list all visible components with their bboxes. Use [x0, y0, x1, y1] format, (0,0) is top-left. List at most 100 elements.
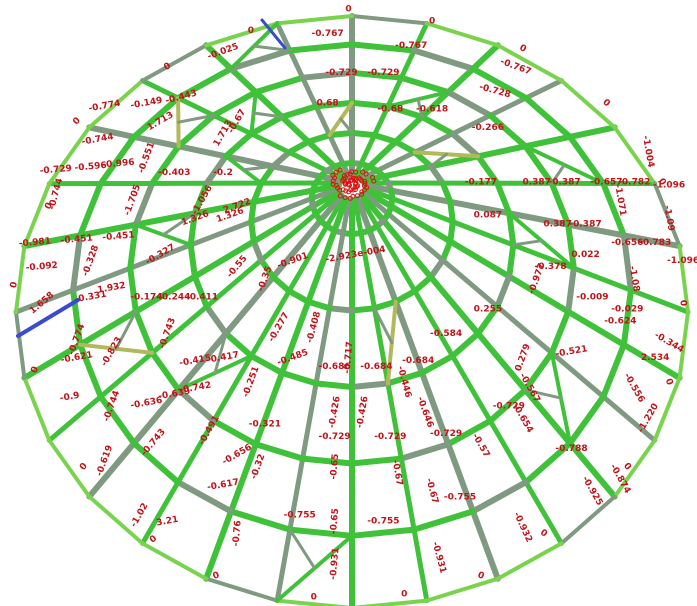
ring-member	[204, 576, 280, 603]
ring-member	[419, 353, 456, 376]
ring-member	[252, 441, 306, 462]
ring-member	[567, 133, 607, 187]
ring-member	[392, 138, 418, 156]
ring-member	[87, 78, 145, 130]
ring-member	[70, 287, 84, 348]
radial-member	[352, 197, 430, 604]
member-force-label: -0.321	[249, 420, 281, 430]
ring-member	[286, 526, 355, 539]
ring-member	[175, 65, 234, 101]
ring-member	[350, 14, 429, 26]
member-force-label: 0	[148, 534, 159, 546]
ring-member	[340, 160, 355, 167]
brace-member	[242, 164, 275, 172]
member-force-label: -0.729	[367, 68, 399, 78]
hub-node-cluster-icon	[330, 167, 377, 201]
ring-member	[313, 380, 355, 390]
radial-member	[361, 190, 658, 443]
member-force-label: -0.686	[318, 362, 350, 372]
hub-node	[371, 178, 377, 184]
ring-member	[175, 479, 234, 515]
member-force-label: -1.096	[667, 256, 697, 266]
ring-member	[210, 417, 259, 448]
ring-member	[132, 180, 156, 228]
hub-node	[348, 187, 354, 193]
ring-member	[313, 99, 355, 110]
ring-member	[210, 89, 259, 119]
ring-member	[97, 393, 137, 447]
radial-member	[362, 187, 683, 381]
member-force-label: -0.68	[377, 105, 403, 115]
member-force-label: -0.788	[555, 444, 587, 454]
member-force-label: 0	[311, 592, 317, 602]
ring-member	[349, 526, 418, 539]
member-force-label: -0.729	[39, 164, 72, 177]
ring-member	[494, 273, 513, 310]
hub-node	[363, 171, 369, 177]
ring-member	[495, 541, 564, 581]
hub-node	[361, 183, 367, 189]
member-force-label: 0	[677, 299, 688, 306]
ring-member	[326, 129, 355, 139]
member-force-label: 0	[656, 177, 668, 187]
ring-member	[506, 210, 517, 248]
hub-node	[352, 184, 358, 190]
hub-node	[350, 193, 356, 199]
ring-member	[140, 43, 209, 83]
ring-member	[522, 349, 555, 393]
member-force-label: 0	[30, 365, 42, 374]
ring-member	[132, 308, 156, 356]
ring-member	[445, 417, 494, 448]
ring-member	[392, 288, 418, 305]
hub-node	[359, 191, 365, 197]
ring-member	[419, 113, 456, 137]
ring-member	[475, 303, 501, 337]
ring-member	[47, 125, 92, 186]
ring-member	[248, 218, 257, 245]
ring-member	[548, 308, 572, 356]
member-force-label: 0	[621, 461, 633, 472]
radial-member	[362, 182, 683, 250]
ring-member	[77, 341, 104, 400]
hub-node	[342, 175, 348, 181]
hub-node	[342, 195, 348, 201]
ring-member	[279, 369, 320, 387]
member-force-label: -0.767	[395, 41, 427, 51]
ring-member	[349, 380, 391, 390]
hub-node	[347, 171, 353, 177]
member-force-label: -0.378	[534, 262, 566, 272]
ring-member	[411, 47, 476, 72]
ring-member	[187, 241, 198, 280]
radial-member	[86, 192, 345, 500]
ring-member	[248, 113, 285, 137]
hub-node	[332, 175, 337, 181]
ring-member	[677, 310, 690, 380]
ring-member	[286, 138, 312, 156]
ring-member	[258, 257, 277, 281]
ring-member	[127, 265, 139, 315]
member-force-label: -0.029	[611, 305, 643, 315]
radial-member	[203, 195, 350, 582]
member-force-label: -1.08	[627, 265, 641, 292]
ring-member	[439, 180, 454, 205]
ring-member	[250, 238, 265, 264]
radial-member	[362, 185, 691, 315]
member-force-label: -0.584	[430, 329, 462, 339]
member-force-label: -0.684	[360, 362, 392, 372]
member-force-label: -0.618	[416, 105, 448, 115]
member-force-label: 0	[9, 281, 20, 289]
ring-member	[14, 310, 27, 380]
ring-member	[495, 43, 564, 83]
member-force-label: -0.656	[611, 238, 643, 248]
ring-member	[204, 21, 280, 48]
brace-member	[252, 44, 292, 52]
ring-member	[620, 232, 634, 294]
hub-node	[343, 188, 349, 194]
radial-member	[46, 190, 343, 443]
radial-member	[354, 195, 501, 582]
ring-member	[191, 180, 210, 217]
hub-node	[359, 189, 365, 195]
member-force-label: -0.755	[367, 517, 399, 527]
ring-member	[305, 132, 333, 145]
ring-member	[384, 103, 425, 120]
